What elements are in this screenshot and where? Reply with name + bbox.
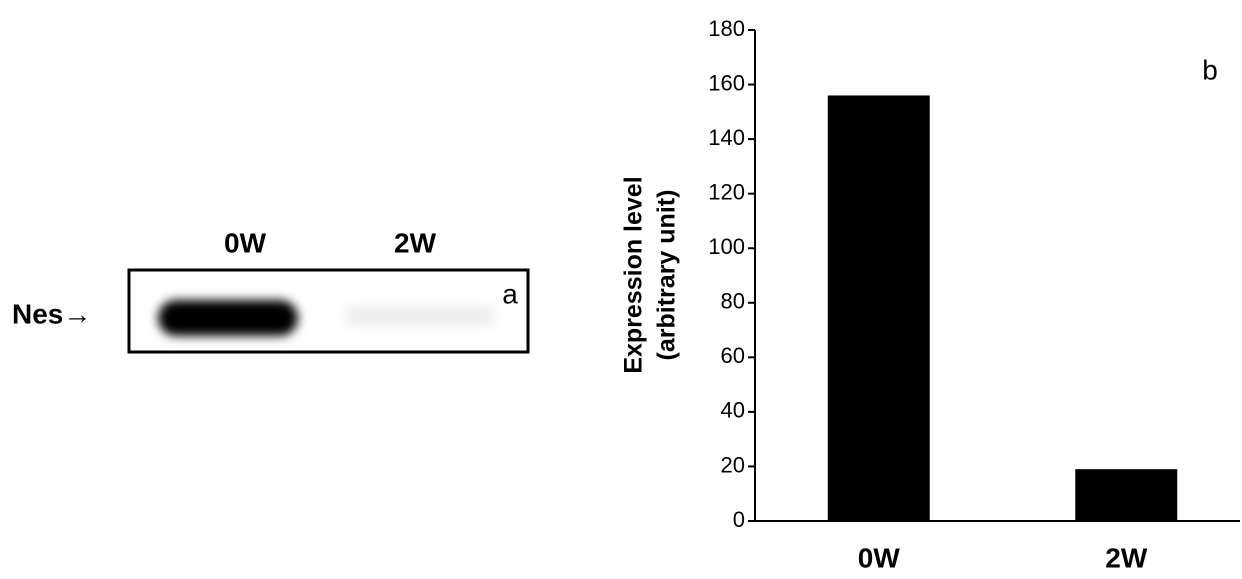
- y-tick-label: 20: [721, 452, 745, 477]
- panel-label: a: [502, 278, 518, 309]
- y-axis-label: Expression level: [620, 176, 648, 373]
- y-tick-label: 60: [721, 343, 745, 368]
- y-tick-label: 40: [721, 398, 745, 423]
- y-tick-label: 140: [708, 125, 745, 150]
- y-tick-label: 160: [708, 70, 745, 95]
- blot-band: [158, 300, 298, 336]
- y-tick-label: 120: [708, 179, 745, 204]
- lane-label: 0W: [224, 227, 267, 258]
- bar: [1075, 469, 1177, 521]
- y-axis-label: (arbitrary unit): [653, 190, 681, 361]
- x-tick-label: 2W: [1105, 542, 1148, 573]
- panel-label: b: [1202, 54, 1218, 85]
- blot-band-faint: [345, 306, 495, 326]
- bar: [828, 95, 930, 521]
- y-tick-label: 0: [733, 507, 745, 532]
- lane-label: 2W: [394, 227, 437, 258]
- band-label: Nes→: [12, 298, 91, 329]
- bar-chart: 0 20 40 60 80 100 120 140 160 180 Expression level…: [620, 16, 1240, 574]
- figure: 0W 2W Nes→ a b 0 20 40 60 80 100 120 140 160 180 E…: [0, 0, 1242, 579]
- y-tick-label: 180: [708, 16, 745, 41]
- y-tick-label: 100: [708, 234, 745, 259]
- x-tick-label: 0W: [858, 542, 901, 573]
- y-tick-label: 80: [721, 289, 745, 314]
